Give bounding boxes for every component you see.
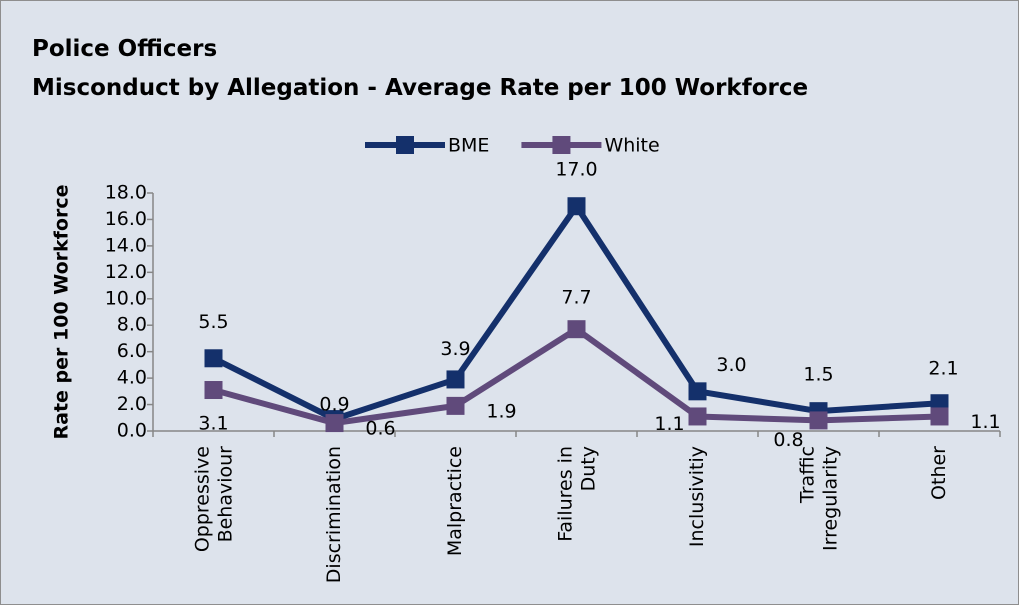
y-tick-label: 0.0	[117, 420, 147, 442]
x-tick-label: Failures inDuty	[554, 446, 599, 542]
marker	[204, 349, 223, 368]
y-tick-label: 18.0	[105, 182, 147, 204]
data-label: 1.9	[486, 400, 516, 422]
data-label: 3.1	[198, 413, 228, 435]
marker	[204, 381, 223, 400]
chart-subtitle: Misconduct by Allegation - Average Rate …	[32, 75, 808, 101]
y-axis-label: Rate per 100 Workforce	[51, 185, 73, 440]
legend-label: BME	[448, 135, 489, 157]
data-label: 2.1	[928, 358, 958, 380]
y-tick-label: 6.0	[117, 340, 147, 362]
data-label: 17.0	[555, 159, 597, 181]
data-label: 0.9	[319, 394, 349, 416]
data-label: 0.6	[365, 418, 395, 440]
marker	[809, 411, 828, 430]
x-tick-label: Malpractice	[444, 446, 466, 556]
data-label: 1.5	[803, 364, 833, 386]
x-tick-label: OppressiveBehaviour	[191, 446, 236, 552]
marker	[567, 197, 586, 216]
x-tick-label: TrafficIrregularity	[796, 446, 841, 551]
y-tick-label: 10.0	[105, 287, 147, 309]
x-tick-label: Discrimination	[323, 446, 345, 583]
marker	[688, 407, 707, 426]
marker	[930, 407, 949, 426]
y-tick-label: 14.0	[105, 234, 147, 256]
y-tick-label: 2.0	[117, 393, 147, 415]
marker	[446, 370, 465, 389]
data-label: 5.5	[198, 311, 228, 333]
data-label: 3.0	[716, 354, 746, 376]
x-tick-label: Inclusivitiy	[686, 446, 708, 547]
legend-marker	[552, 136, 571, 154]
y-tick-label: 4.0	[117, 367, 147, 389]
marker	[567, 320, 586, 339]
marker	[446, 396, 465, 415]
data-label: 1.1	[654, 413, 684, 435]
data-label: 1.1	[970, 411, 1000, 433]
x-tick-label: Other	[928, 446, 950, 500]
data-label: 0.8	[773, 429, 803, 451]
marker	[325, 414, 344, 433]
legend-label: White	[604, 135, 659, 157]
data-label: 7.7	[561, 287, 591, 309]
data-label: 3.9	[440, 338, 470, 360]
y-tick-label: 16.0	[105, 208, 147, 230]
chart-title: Police Officers	[32, 36, 217, 62]
legend-marker	[396, 136, 414, 154]
y-tick-label: 12.0	[105, 261, 147, 283]
marker	[688, 382, 707, 401]
y-tick-label: 8.0	[117, 314, 147, 336]
